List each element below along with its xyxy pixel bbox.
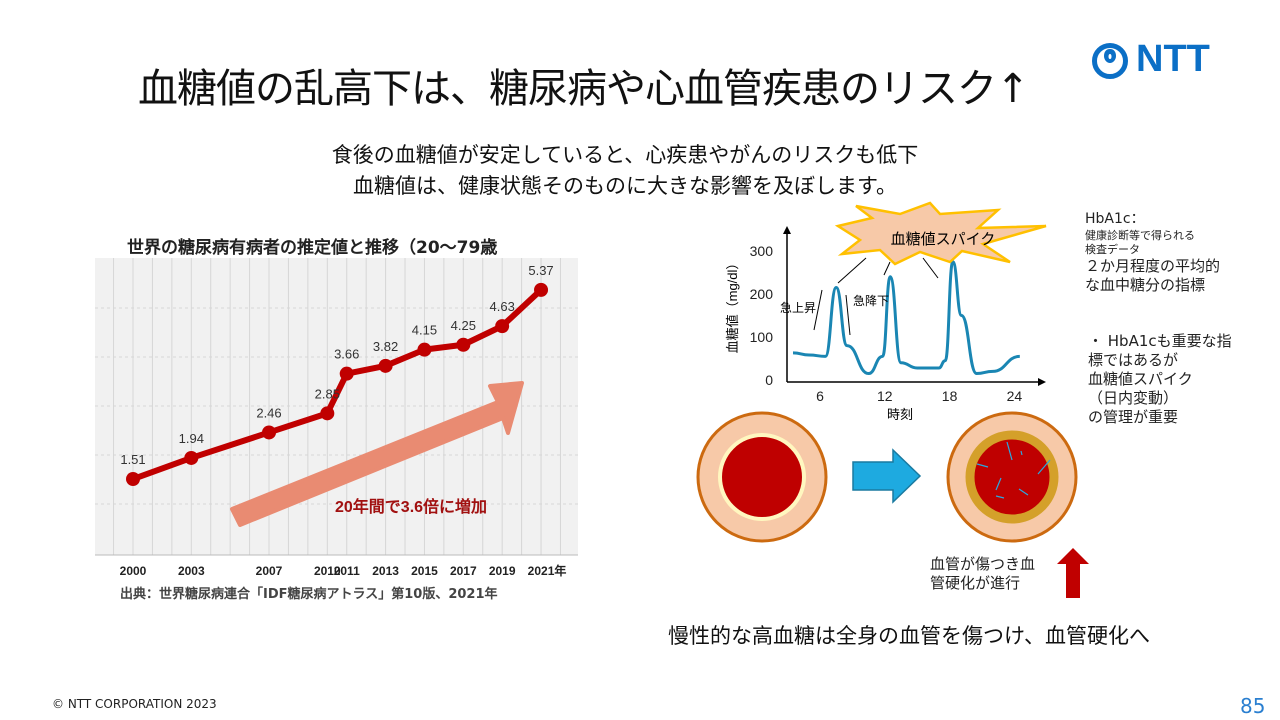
trend-arrow [230, 381, 524, 527]
note-line: ・ HbA1cも重要な指 [1088, 332, 1232, 350]
x-tick-label: 2015 [411, 564, 438, 578]
x-tick-label: 18 [942, 388, 958, 404]
data-label: 3.82 [373, 339, 398, 354]
data-point [184, 450, 199, 465]
hba1c-note: HbA1c： 健康診断等で得られる検査データ ２か月程度の平均的 な血中糖分の指… [1085, 210, 1220, 295]
data-point [262, 425, 277, 440]
callout-pointers [813, 257, 939, 336]
trend-annotation: 20年間で3.6倍に増加 [335, 497, 487, 516]
x-tick-label: 2013 [372, 564, 399, 578]
data-label: 5.37 [528, 263, 553, 278]
x-tick-label: 2019 [489, 564, 516, 578]
note-line: 血糖値スパイク [1088, 370, 1193, 388]
hba1c-desc: ２か月程度の平均的 [1085, 257, 1221, 275]
x-tick-label: 24 [1007, 388, 1023, 404]
x-tick-label: 2010 [314, 564, 341, 578]
x-tick-label: 2003 [178, 564, 205, 578]
y-tick-label: 0 [765, 372, 773, 388]
ntt-logo-text: NTT [1136, 38, 1210, 80]
note-line: の管理が重要 [1088, 408, 1179, 426]
vessel-caption: 血管が傷つき血 管硬化が進行 [930, 555, 1035, 593]
transition-arrow [852, 448, 922, 504]
data-label: 4.25 [451, 318, 476, 333]
data-point [534, 282, 549, 297]
y-tick-label: 300 [750, 243, 774, 259]
copyright: © NTT CORPORATION 2023 [52, 697, 217, 711]
data-label: 4.63 [490, 299, 515, 314]
note-line: （日内変動） [1088, 389, 1179, 407]
data-label: 1.94 [179, 431, 204, 446]
x-tick-label: 2011 [334, 564, 360, 578]
subtitle-line: 食後の血糖値が安定していると、心疾患やがんのリスクも低下 [331, 143, 919, 167]
diabetes-chart-title: 世界の糖尿病有病者の推定値と推移（20〜79歳 [127, 238, 498, 258]
data-label: 4.15 [412, 323, 437, 338]
bottom-message: 慢性的な高血糖は全身の血管を傷つけ、血管硬化へ [668, 624, 1150, 648]
x-axis-arrow [1038, 378, 1046, 386]
y-tick-label: 200 [750, 286, 774, 302]
data-point [320, 406, 335, 421]
chart-source: 出典：世界糖尿病連合「IDF糖尿病アトラス」第10版、2021年 [120, 587, 498, 602]
x-tick-label: 2021年 [528, 563, 567, 578]
data-point [378, 358, 393, 373]
caption-line: 血管が傷つき血 [930, 555, 1036, 573]
data-label: 2.46 [256, 405, 281, 420]
y-axis-arrow [783, 226, 791, 234]
fall-annotation: 急降下 [853, 293, 889, 308]
healthy-vessel [696, 411, 828, 543]
spike-importance-note: ・ HbA1cも重要な指 標ではあるが 血糖値スパイク （日内変動） の管理が重… [1088, 332, 1232, 427]
page-number: 85 [1240, 694, 1266, 718]
subtitle-line: 血糖値は、健康状態そのものに大きな影響を及ぼします。 [353, 174, 897, 198]
note-line: 標ではあるが [1088, 351, 1179, 369]
x-tick-label: 2000 [120, 564, 147, 578]
ntt-logo: NTT [1090, 38, 1210, 81]
data-label: 3.66 [334, 347, 359, 362]
data-point [456, 337, 471, 352]
y-axis-label: 血糖値（mg/dl） [725, 257, 740, 354]
slide-title: 血糖値の乱高下は、糖尿病や心血管疾患のリスク↑ [138, 66, 1030, 112]
x-tick-label: 2017 [450, 564, 477, 578]
data-point [339, 366, 354, 381]
damaged-vessel [946, 411, 1078, 543]
y-tick-label: 100 [750, 329, 774, 345]
data-label: 2.85 [315, 386, 340, 401]
data-point [126, 472, 140, 487]
data-point [495, 319, 510, 334]
data-point [417, 342, 432, 357]
red-up-arrow [1057, 548, 1089, 598]
ntt-logo-icon [1092, 42, 1128, 79]
x-tick-label: 12 [877, 388, 893, 404]
rise-annotation: 急上昇 [780, 300, 816, 315]
hba1c-head: HbA1c： [1085, 211, 1145, 227]
x-tick-label: 6 [816, 388, 824, 404]
hba1c-small: 健康診断等で得られる検査データ [1085, 229, 1195, 256]
caption-line: 管硬化が進行 [930, 574, 1021, 592]
hba1c-desc: な血中糖分の指標 [1085, 276, 1206, 294]
subtitle: 食後の血糖値が安定していると、心疾患やがんのリスクも低下 血糖値は、健康状態その… [0, 140, 1250, 202]
data-line [131, 287, 544, 482]
data-label: 1.51 [120, 452, 145, 467]
x-tick-label: 2007 [256, 564, 283, 578]
glucose-curve [792, 260, 1020, 376]
x-axis-label: 時刻 [887, 407, 913, 422]
spike-callout-burst [834, 201, 1047, 266]
spike-callout: 血糖値スパイク [891, 231, 996, 248]
